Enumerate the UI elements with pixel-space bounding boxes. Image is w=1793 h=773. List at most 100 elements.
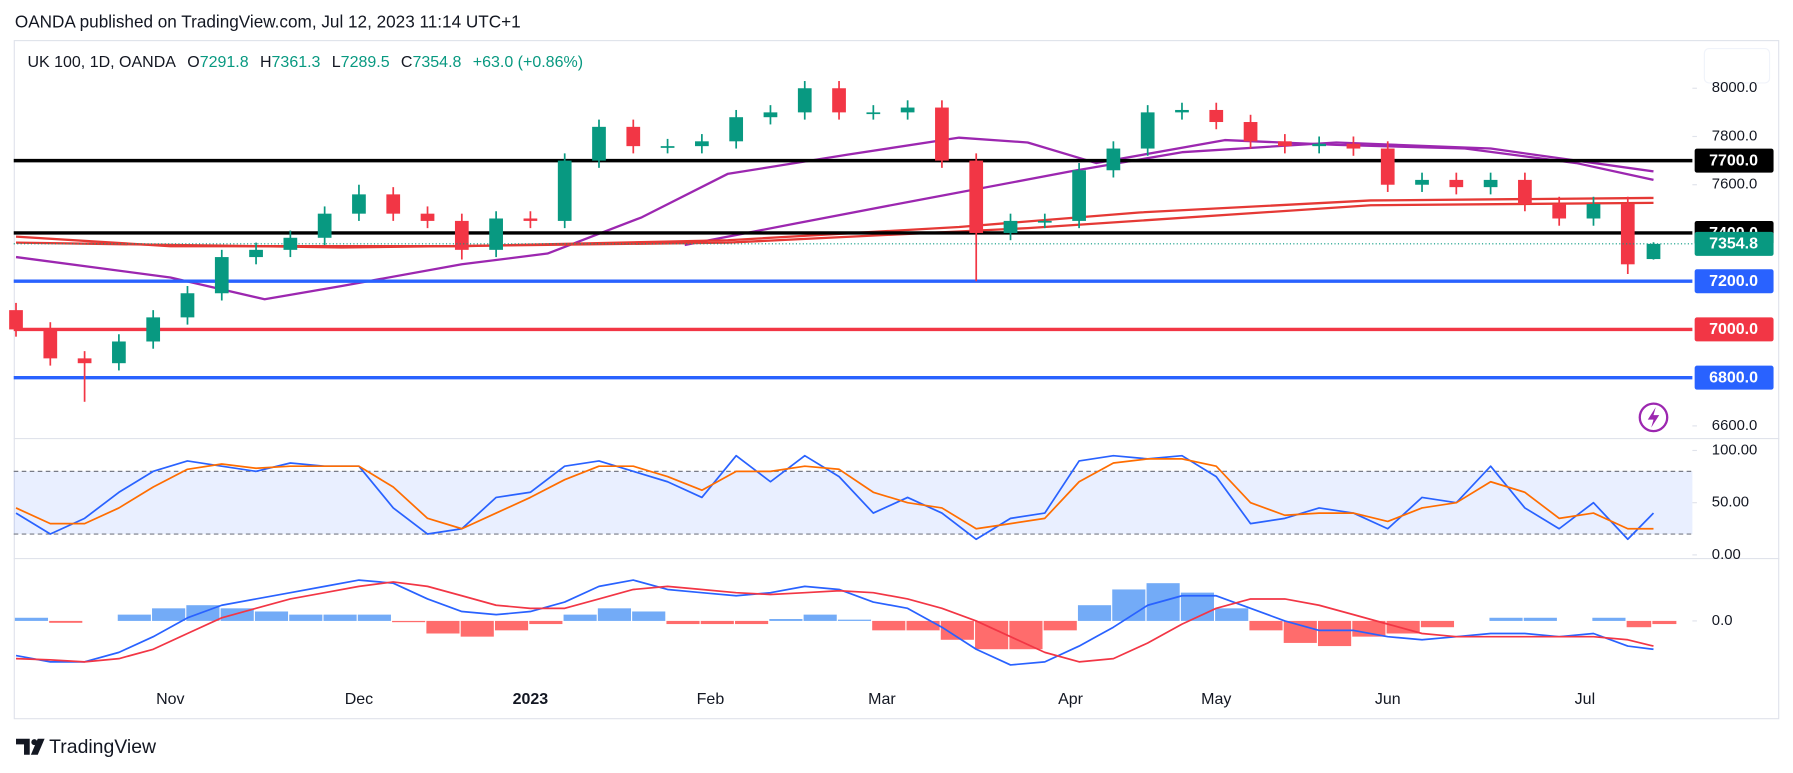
ohlc-label: L <box>332 54 341 71</box>
settings-button[interactable] <box>1703 48 1771 84</box>
histogram-bar <box>1112 589 1146 621</box>
candle-body <box>866 112 881 115</box>
histogram-bar <box>494 620 529 631</box>
candle-body <box>420 213 435 221</box>
candle-body <box>1312 143 1327 147</box>
histogram-bar <box>735 620 769 625</box>
histogram-bar <box>426 620 460 634</box>
candle-body <box>832 88 846 113</box>
x-tick-label: Apr <box>1058 691 1084 708</box>
candle-body <box>1140 112 1155 149</box>
histogram-bar <box>323 614 357 621</box>
ohlc-value: 7291.8 <box>200 54 249 71</box>
alert-icon[interactable] <box>1638 402 1669 433</box>
candle-body <box>43 329 58 359</box>
histogram-bar <box>49 620 83 623</box>
candle-body <box>900 107 915 113</box>
ohlc-value: 7289.5 <box>341 54 390 71</box>
x-tick-label: May <box>1201 691 1231 708</box>
candle-body <box>1586 204 1601 219</box>
histogram-bar <box>152 608 186 621</box>
candle-body <box>112 341 126 364</box>
level-label: 6800.0 <box>1709 369 1758 386</box>
symbol: UK 100, 1D, OANDA <box>27 54 176 71</box>
rsi-band <box>13 471 1693 535</box>
candle-body <box>1552 204 1567 219</box>
y-tick-label: 7800.0 <box>1712 128 1757 144</box>
candle-body <box>729 117 744 142</box>
histogram-bar <box>460 620 494 637</box>
x-tick-label: Mar <box>868 691 896 708</box>
candle-body <box>969 160 984 233</box>
histogram-bar <box>1318 620 1352 647</box>
candle-body <box>9 310 23 330</box>
candle-body <box>1380 148 1395 185</box>
candle-body <box>454 220 469 250</box>
candle-body <box>797 88 812 113</box>
histogram-bar <box>1592 617 1626 621</box>
x-tick-label: Jun <box>1375 691 1401 708</box>
logo-part <box>16 738 30 755</box>
y-tick-label: 7600.0 <box>1712 177 1757 193</box>
alert-circle <box>1638 402 1669 433</box>
ohlc-label: O <box>187 54 199 71</box>
chart-frame <box>13 40 1780 720</box>
candle-body <box>317 213 332 238</box>
y-tick-label: 100.00 <box>1712 442 1757 458</box>
candle-body <box>1209 109 1224 123</box>
candle-body <box>763 112 778 118</box>
ohlc-label: C <box>401 54 413 71</box>
histogram-bar <box>906 620 940 631</box>
histogram-bar <box>1626 620 1652 628</box>
candle-body <box>695 141 709 147</box>
brand-logo <box>16 738 45 755</box>
histogram-bar <box>357 614 391 621</box>
histogram-bar <box>1420 620 1455 628</box>
histogram-bar <box>254 611 289 621</box>
rsi-line <box>15 454 1655 541</box>
histogram-bar <box>1283 620 1317 643</box>
level-label: 7200.0 <box>1709 273 1758 290</box>
histogram-bar <box>1249 620 1283 631</box>
histogram-bar <box>289 614 323 621</box>
histogram-bar <box>529 620 563 625</box>
candle-body <box>146 317 161 342</box>
ohlc-value: 7354.8 <box>412 54 461 71</box>
macd-line <box>15 581 1654 663</box>
histogram-bar <box>1077 605 1112 621</box>
histogram-bar <box>1352 620 1386 637</box>
x-tick-label: 2023 <box>513 691 549 708</box>
candle-body <box>283 237 298 250</box>
candle-body <box>1646 243 1661 260</box>
y-tick-label: 50.00 <box>1712 495 1749 511</box>
histogram-bar <box>837 619 872 621</box>
histogram-bar <box>1009 620 1043 650</box>
published-note: OANDA published on TradingView.com, Jul … <box>15 11 521 31</box>
change: +63.0 (+0.86%) <box>473 54 583 71</box>
candle-body <box>1483 179 1498 188</box>
histogram-bar <box>1043 620 1077 631</box>
histogram-bar <box>803 614 837 621</box>
histogram-bar <box>700 620 734 625</box>
legend: UK 100, 1D, OANDA O7291.8 H7361.3 L7289.… <box>27 54 583 71</box>
x-tick-label: Nov <box>156 691 184 708</box>
histogram-bar <box>1215 608 1249 621</box>
candle-body <box>935 107 949 161</box>
y-tick-label: 6600.0 <box>1712 418 1757 434</box>
last-price-label: 7354.8 <box>1709 236 1758 253</box>
candle-body <box>214 257 229 294</box>
candle-body <box>626 126 641 147</box>
histogram-bar <box>769 619 803 621</box>
logo-part <box>30 738 45 755</box>
x-tick-label: Dec <box>345 691 373 708</box>
histogram-bar <box>392 620 426 623</box>
candle-body <box>1620 204 1635 265</box>
histogram-bar <box>632 611 666 621</box>
candle-body <box>523 218 538 221</box>
histogram-bar <box>1489 617 1523 621</box>
level-label: 7000.0 <box>1709 321 1758 338</box>
histogram-bar <box>117 614 151 621</box>
candle-body <box>1243 122 1258 142</box>
